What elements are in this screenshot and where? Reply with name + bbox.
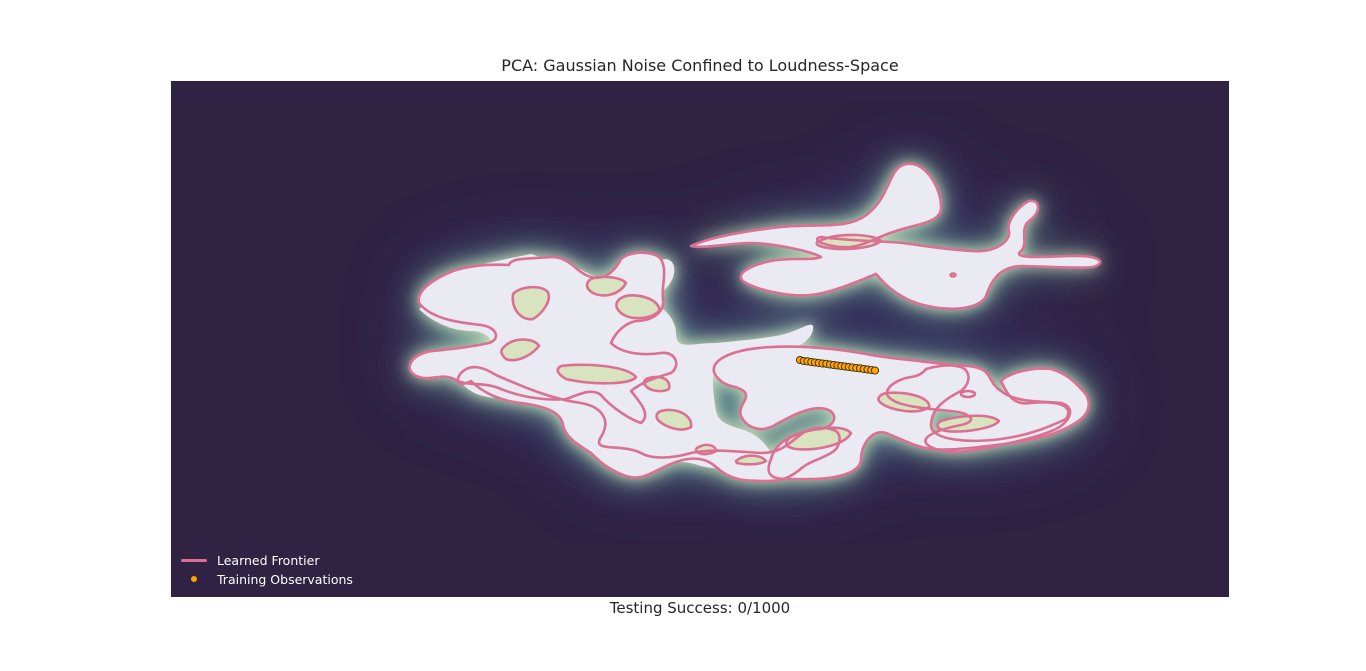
training-observations	[795, 355, 880, 375]
legend-line-swatch	[181, 558, 207, 562]
frontier-hole-7	[785, 426, 853, 451]
density-hole-0	[512, 287, 549, 320]
frontier-hole-8	[936, 414, 1001, 433]
frontier-midRight	[712, 345, 1091, 481]
legend-label-observations: Training Observations	[217, 571, 353, 587]
legend-label-frontier: Learned Frontier	[217, 552, 320, 568]
x-axis-label: Testing Success: 0/1000	[609, 599, 791, 617]
chart-title: PCA: Gaussian Noise Confined to Loudness…	[501, 56, 899, 75]
frontier-hole-5	[500, 338, 541, 362]
density-plot	[408, 162, 1102, 483]
training-observation-point	[870, 366, 880, 375]
frontier-hole-1	[585, 275, 628, 297]
legend-item-frontier: Learned Frontier	[181, 551, 319, 569]
frontier-hole-3	[556, 363, 638, 385]
frontier-small-ring	[959, 389, 977, 399]
legend-marker-swatch	[191, 576, 197, 582]
frontier-hole-6	[815, 233, 883, 251]
frontier-topRight	[689, 162, 1102, 311]
frontier-dot	[949, 272, 957, 278]
frontier-hole-2	[615, 294, 661, 320]
inside-region	[409, 163, 1101, 481]
density-hole-5	[501, 339, 539, 361]
density-hole-1	[587, 276, 626, 296]
density-hole-2	[616, 295, 660, 319]
legend-item-observations: Training Observations	[181, 570, 353, 588]
frontier-hole-0	[511, 285, 551, 321]
frontier-rightLower	[885, 363, 1072, 453]
learned-frontier	[408, 162, 1102, 483]
plot-area: Learned Frontier Training Observations	[171, 81, 1229, 597]
frontier-hole-4	[642, 375, 671, 393]
density-hole-3	[557, 364, 636, 384]
inside-rightLower	[886, 365, 1071, 452]
frontier-lowerMain	[456, 365, 841, 483]
frontier-mainLeft	[408, 251, 678, 425]
frontier-hole-11	[694, 443, 718, 456]
frontier-hole-12	[734, 454, 768, 466]
frontier-hole-10	[877, 391, 931, 413]
inside-topRight	[691, 163, 1101, 309]
frontier-hole-9	[655, 408, 693, 431]
